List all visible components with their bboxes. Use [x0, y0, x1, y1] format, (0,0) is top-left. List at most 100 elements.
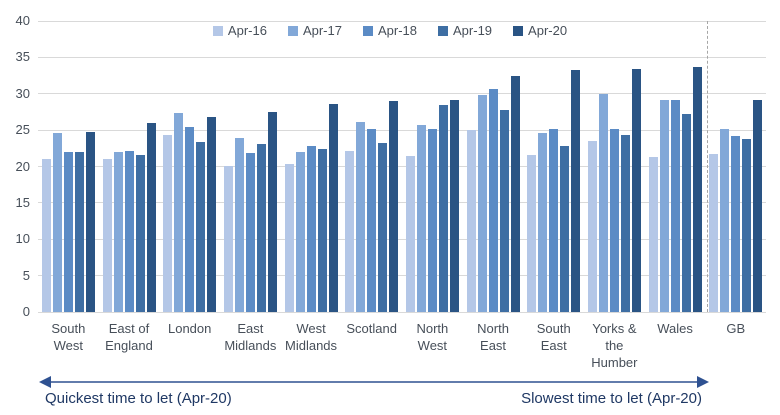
bar-east-midlands-apr-16 [223, 165, 233, 312]
bar-gb-apr-20 [753, 99, 763, 312]
y-tick-label-5: 5 [22, 267, 30, 283]
gridline-30 [38, 93, 766, 95]
bar-group-wales [645, 21, 706, 312]
bar-south-east-apr-20 [571, 70, 581, 312]
category-label-east-of-england: East of England [105, 321, 153, 353]
bar-north-east-apr-20 [510, 75, 520, 312]
bar-group-north-east [463, 21, 524, 312]
legend-item-apr-18: Apr-18 [362, 23, 418, 38]
bar-north-west-apr-19 [438, 105, 448, 312]
y-tick-label-25: 25 [15, 122, 30, 138]
category-label-yorks-the-humber: Yorks & the Humber [591, 321, 638, 370]
arrow-left-head [39, 376, 51, 388]
gridline-25 [38, 129, 766, 131]
category-label-west-midlands: West Midlands [285, 321, 338, 353]
category-label-south-west: South West [51, 321, 86, 353]
category-label-wales: Wales [657, 321, 693, 336]
bar-yorks-the-humber-apr-18 [609, 129, 619, 312]
bar-west-midlands-apr-16 [284, 164, 294, 312]
bar-west-midlands-apr-18 [306, 146, 316, 312]
legend-swatch-icon [438, 25, 449, 36]
chart-legend: Apr-16 Apr-17 Apr-18 Apr-19 Apr-20 [0, 23, 780, 38]
bar-london-apr-18 [185, 127, 195, 312]
bar-south-east-apr-18 [549, 128, 559, 312]
bar-london-apr-19 [196, 141, 206, 312]
bar-south-west-apr-16 [41, 159, 51, 312]
bar-group-north-west [402, 21, 463, 312]
y-tick-label-30: 30 [15, 85, 30, 101]
category-label-north-west: North West [416, 321, 449, 353]
bar-west-midlands-apr-19 [317, 149, 327, 312]
gridline-20 [38, 166, 766, 167]
bar-north-east-apr-16 [466, 130, 476, 312]
bar-east-of-england-apr-20 [146, 122, 156, 312]
bar-gb-apr-17 [720, 128, 730, 312]
bar-wales-apr-19 [681, 114, 691, 312]
bar-north-west-apr-18 [427, 129, 437, 312]
legend-label: Apr-18 [377, 23, 418, 38]
bar-north-west-apr-17 [416, 125, 426, 312]
bar-south-west-apr-17 [52, 133, 62, 312]
legend-item-apr-16: Apr-16 [212, 23, 267, 38]
bar-gb-apr-18 [731, 135, 741, 312]
arrow-right-head [697, 376, 709, 388]
bar-yorks-the-humber-apr-20 [631, 69, 641, 312]
bar-east-midlands-apr-19 [256, 143, 266, 312]
bar-yorks-the-humber-apr-19 [620, 134, 630, 312]
legend-item-apr-20: Apr-20 [513, 23, 567, 38]
quickest-annotation: Quickest time to let (Apr-20) [45, 390, 232, 407]
legend-swatch-icon [212, 25, 223, 36]
category-label-north-east: North East [477, 321, 509, 353]
plot-area [38, 20, 766, 313]
bar-london-apr-17 [174, 112, 184, 312]
bar-groups [38, 21, 766, 312]
bar-group-east-midlands [220, 21, 281, 312]
category-label-scotland: Scotland [346, 321, 397, 336]
bar-east-of-england-apr-17 [113, 151, 123, 312]
category-label-south-east: South East [536, 321, 571, 353]
gridline-15 [38, 202, 766, 204]
bar-group-yorks-the-humber [584, 21, 645, 312]
legend-label: Apr-16 [227, 23, 267, 38]
bar-south-west-apr-19 [74, 151, 84, 312]
bar-north-east-apr-17 [477, 95, 487, 312]
legend-swatch-icon [362, 25, 373, 36]
bar-wales-apr-20 [692, 66, 702, 312]
legend-label: Apr-20 [528, 23, 568, 38]
bar-wales-apr-18 [670, 100, 680, 312]
bar-wales-apr-17 [659, 100, 669, 312]
bar-group-west-midlands [281, 21, 342, 312]
bar-west-midlands-apr-17 [295, 151, 305, 312]
bar-group-east-of-england [99, 21, 160, 312]
y-tick-label-40: 40 [15, 13, 30, 28]
bar-south-east-apr-16 [527, 154, 537, 312]
legend-item-apr-19: Apr-19 [438, 23, 492, 38]
bar-west-midlands-apr-20 [328, 103, 338, 312]
bar-east-midlands-apr-17 [234, 138, 244, 312]
gridline-10 [38, 238, 766, 240]
legend-swatch-icon [513, 25, 524, 36]
bar-scotland-apr-17 [356, 122, 366, 312]
bar-scotland-apr-18 [367, 129, 377, 312]
bar-group-south-west [38, 21, 99, 312]
bar-north-west-apr-16 [405, 155, 415, 312]
bar-scotland-apr-19 [378, 142, 388, 312]
bar-east-of-england-apr-18 [124, 151, 134, 312]
bar-east-of-england-apr-19 [135, 154, 145, 312]
range-arrow [39, 376, 709, 388]
bar-group-gb [705, 21, 766, 312]
gridline-0 [38, 311, 766, 313]
bar-london-apr-16 [163, 134, 173, 312]
bar-east-of-england-apr-16 [102, 159, 112, 312]
legend-label: Apr-17 [302, 23, 342, 38]
legend-item-apr-17: Apr-17 [287, 23, 342, 38]
x-axis-labels: South West East of England London East Midl… [38, 320, 766, 371]
bar-london-apr-20 [207, 117, 217, 312]
bar-north-west-apr-20 [449, 99, 459, 312]
bar-east-midlands-apr-18 [245, 152, 255, 312]
y-tick-label-10: 10 [15, 231, 30, 247]
bar-north-east-apr-19 [499, 109, 509, 312]
gridline-35 [38, 56, 766, 58]
bar-yorks-the-humber-apr-17 [598, 94, 608, 312]
